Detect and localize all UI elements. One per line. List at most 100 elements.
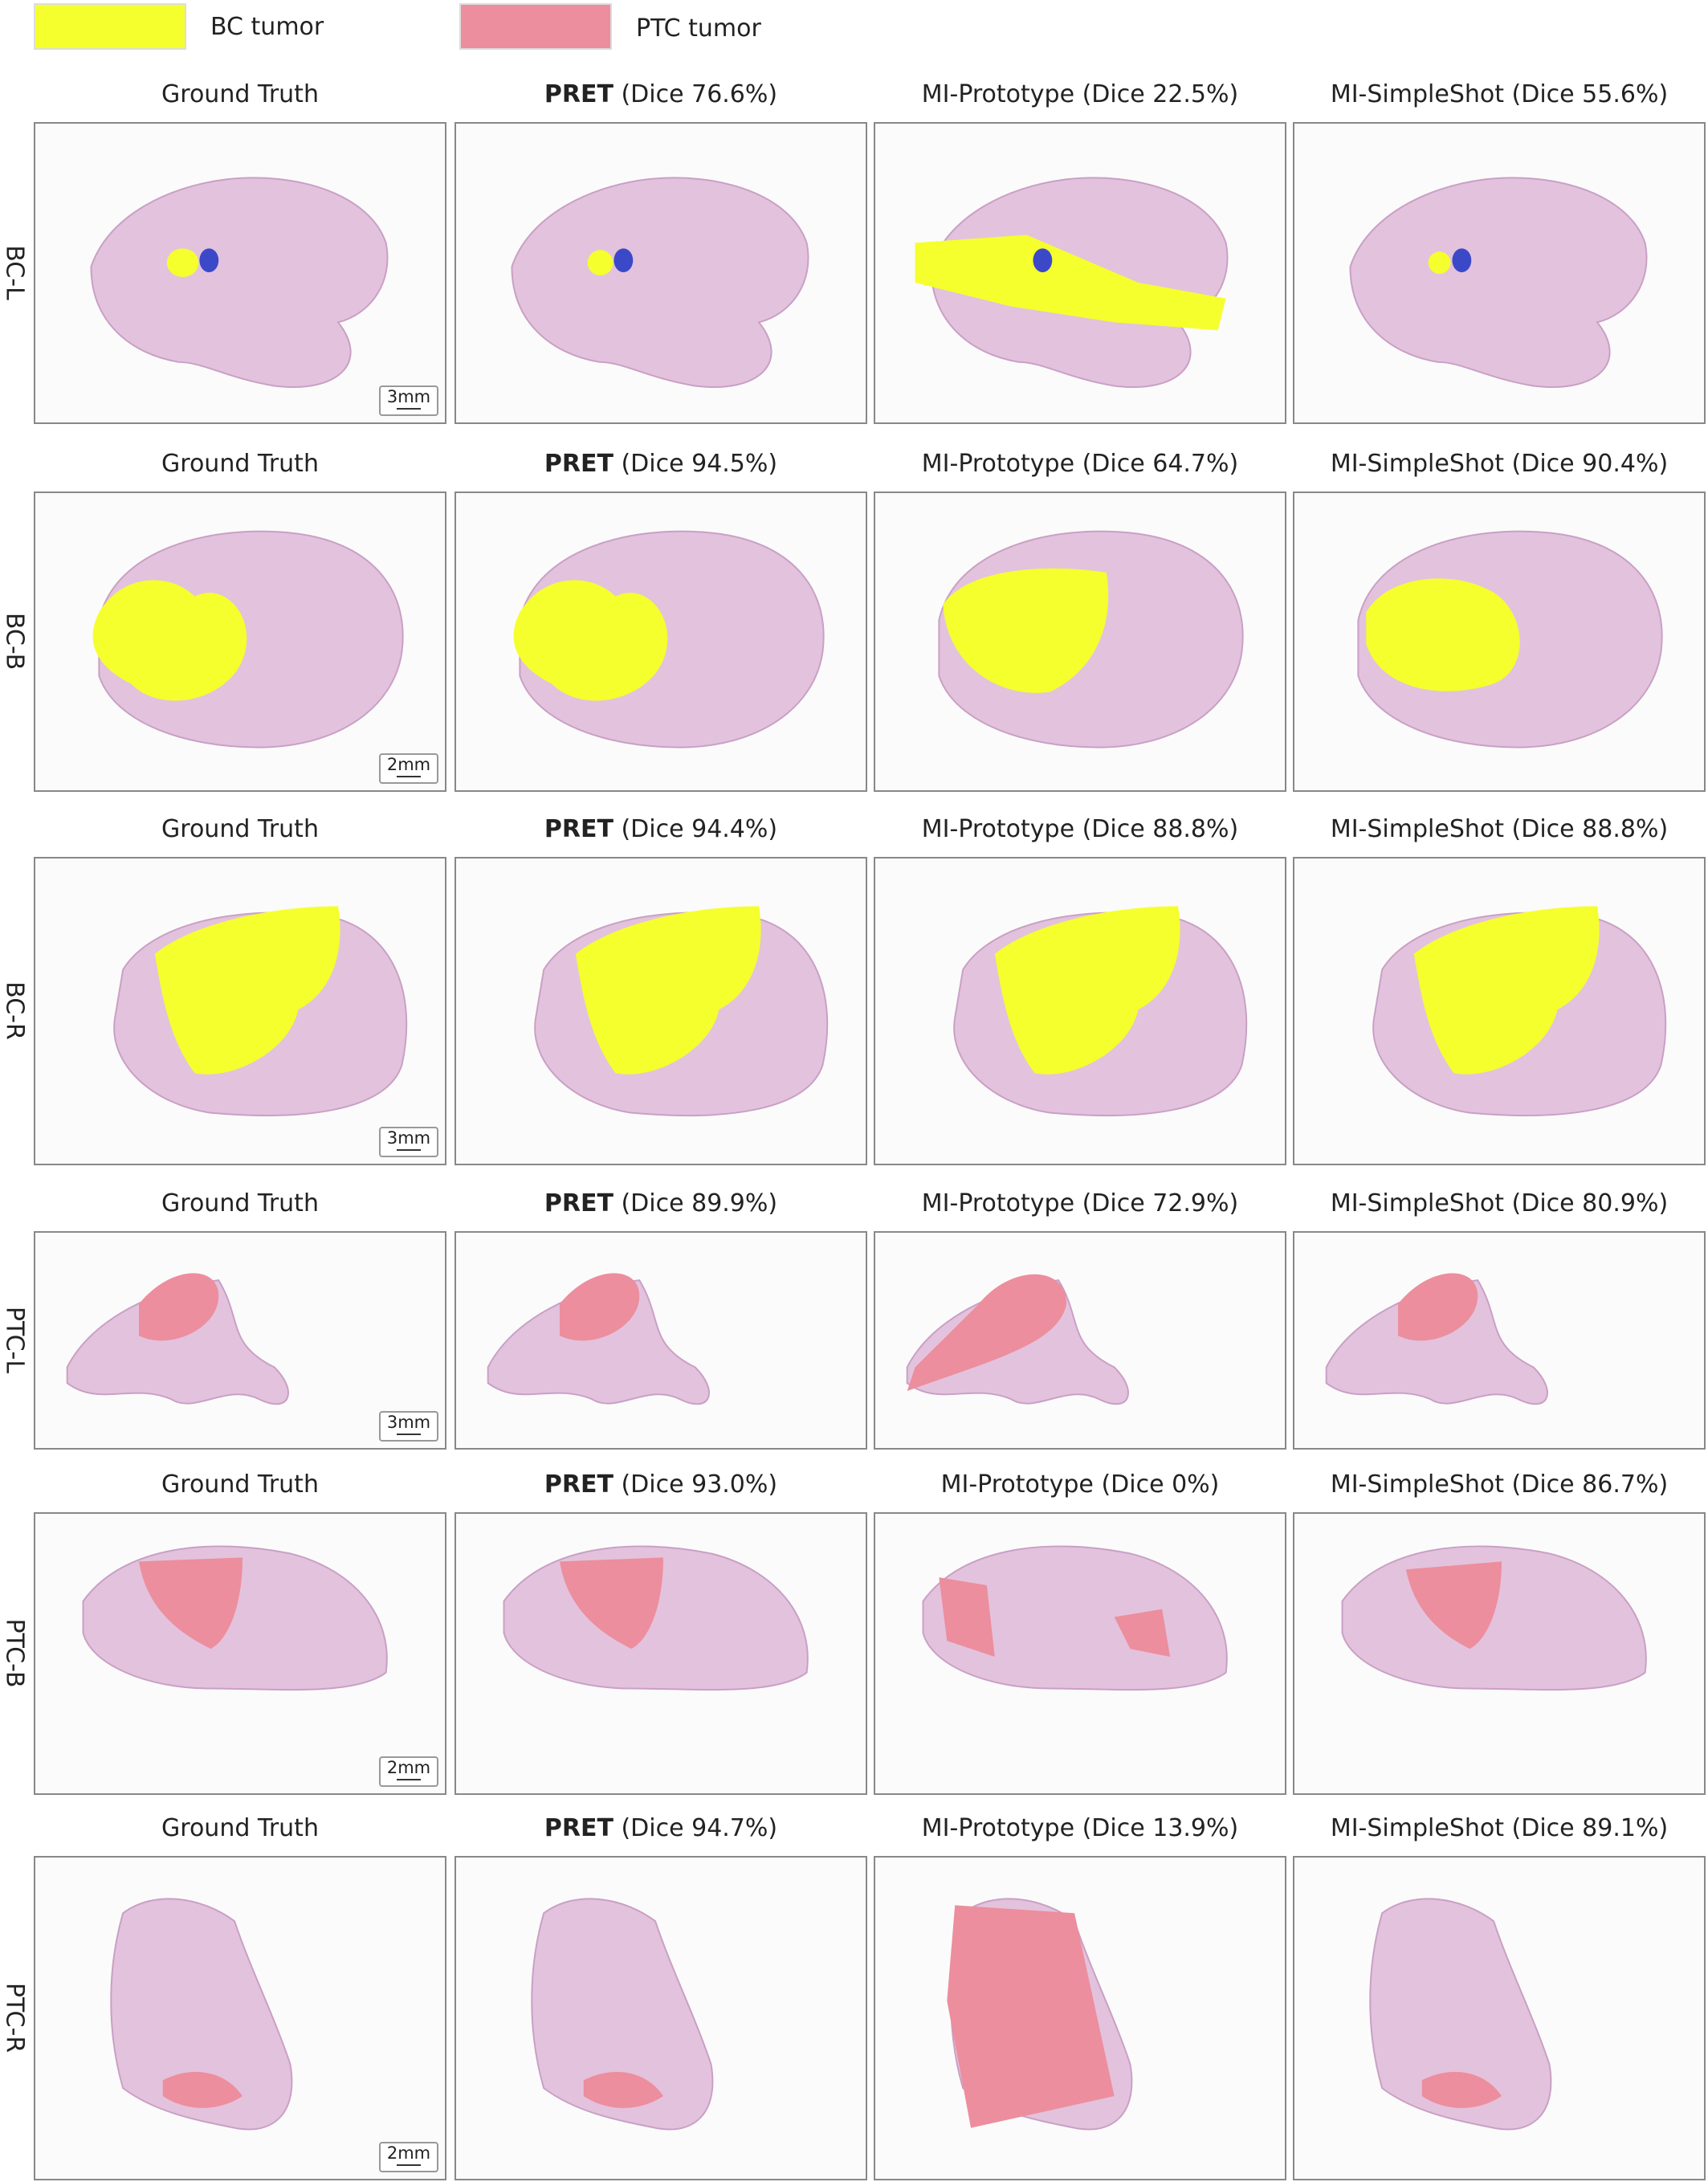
tissue-section <box>922 1545 1228 1691</box>
tumor-mask <box>138 1273 219 1341</box>
row-label: BC-L <box>0 245 29 300</box>
slide-image <box>938 530 1244 748</box>
scale-bar-label: 2mm <box>386 1758 431 1777</box>
method-name: PRET <box>544 1470 613 1499</box>
tumor-mask <box>583 2071 663 2108</box>
scale-bar-label: 3mm <box>386 1128 431 1148</box>
tissue-section <box>110 1898 293 2131</box>
tumor-mask <box>587 250 613 275</box>
panel-caption: MI-Prototype (Dice 13.9%) <box>874 1814 1286 1843</box>
tumor-mask <box>939 1577 1171 1657</box>
tumor-mask <box>138 1557 243 1650</box>
dice-score: (Dice 64.7%) <box>1074 450 1239 478</box>
slide-image <box>110 1898 293 2131</box>
dice-score: (Dice 89.1%) <box>1504 1814 1669 1842</box>
dice-score: (Dice 13.9%) <box>1074 1814 1239 1842</box>
dice-score: (Dice 76.6%) <box>613 80 778 108</box>
dice-score: (Dice 22.5%) <box>1074 80 1239 108</box>
method-name: Ground Truth <box>161 1189 319 1217</box>
segmentation-panel: 2mm <box>34 1856 446 2180</box>
panel-caption: MI-SimpleShot (Dice 55.6%) <box>1293 80 1706 109</box>
panel-caption: MI-SimpleShot (Dice 86.7%) <box>1293 1470 1706 1499</box>
segmentation-panel <box>1293 1512 1706 1795</box>
segmentation-panel: 2mm <box>34 491 446 792</box>
scale-bar-line <box>397 776 421 777</box>
row-label: BC-R <box>0 981 29 1040</box>
scale-bar-line <box>397 1149 421 1151</box>
slide-image <box>534 906 829 1116</box>
row-label: PTC-B <box>0 1618 29 1688</box>
panel-caption: MI-Prototype (Dice 72.9%) <box>874 1189 1286 1218</box>
segmentation-panel <box>874 1231 1286 1450</box>
panel-caption: MI-SimpleShot (Dice 90.4%) <box>1293 450 1706 479</box>
dice-score: (Dice 88.8%) <box>1504 815 1669 843</box>
segmentation-panel <box>455 1231 867 1450</box>
benign-region <box>1033 248 1053 273</box>
scale-bar: 3mm <box>379 1127 438 1157</box>
scale-bar: 2mm <box>379 2142 438 2172</box>
legend-swatch-bc <box>34 3 186 50</box>
segmentation-panel <box>455 1856 867 2180</box>
panel-caption: PRET (Dice 93.0%) <box>455 1470 867 1499</box>
slide-image <box>1325 1273 1548 1405</box>
scale-bar-label: 3mm <box>386 387 431 406</box>
row-label: PTC-R <box>0 1982 29 2054</box>
panel-caption: MI-SimpleShot (Dice 88.8%) <box>1293 815 1706 844</box>
slide-image <box>113 906 408 1116</box>
segmentation-panel: 3mm <box>34 857 446 1165</box>
slide-image <box>922 1545 1228 1691</box>
segmentation-panel <box>874 1512 1286 1795</box>
method-name: Ground Truth <box>161 815 319 843</box>
tumor-mask <box>1421 2071 1502 2108</box>
slide-image <box>513 530 825 748</box>
method-name: PRET <box>544 80 613 108</box>
tumor-mask <box>947 1905 1115 2128</box>
scale-bar: 3mm <box>379 385 438 416</box>
tumor-mask <box>994 906 1180 1075</box>
slide-image <box>511 177 809 388</box>
tumor-mask <box>1405 1561 1502 1650</box>
tumor-mask <box>166 248 199 277</box>
segmentation-panel <box>1293 491 1706 792</box>
tissue-section <box>531 1898 714 2131</box>
segmentation-panel <box>455 857 867 1165</box>
method-name: Ground Truth <box>161 80 319 108</box>
panel-caption: MI-Prototype (Dice 88.8%) <box>874 815 1286 844</box>
scale-bar-label: 3mm <box>386 1413 431 1432</box>
method-name: MI-Prototype <box>921 1189 1075 1217</box>
method-name: MI-Prototype <box>921 815 1075 843</box>
method-name: MI-SimpleShot <box>1330 1470 1504 1499</box>
tissue-section <box>1349 177 1648 388</box>
panel-caption: PRET (Dice 94.5%) <box>455 450 867 479</box>
method-name: PRET <box>544 1814 613 1842</box>
tumor-mask <box>154 906 340 1075</box>
tissue-section <box>1369 1898 1552 2131</box>
tumor-mask <box>1413 906 1600 1075</box>
scale-bar-line <box>397 1779 421 1780</box>
panel-caption: PRET (Dice 76.6%) <box>455 80 867 109</box>
method-name: PRET <box>544 450 613 478</box>
panel-caption: Ground Truth <box>34 1814 446 1843</box>
scale-bar-line <box>397 2164 421 2166</box>
segmentation-panel <box>874 491 1286 792</box>
scale-bar: 2mm <box>379 1756 438 1787</box>
scale-bar-line <box>397 1434 421 1435</box>
tumor-mask <box>162 2071 243 2108</box>
method-name: MI-SimpleShot <box>1330 80 1504 108</box>
slide-image <box>1341 1545 1647 1691</box>
panel-caption: MI-SimpleShot (Dice 80.9%) <box>1293 1189 1706 1218</box>
panel-caption: PRET (Dice 94.7%) <box>455 1814 867 1843</box>
method-name: MI-SimpleShot <box>1330 1189 1504 1217</box>
scale-bar: 3mm <box>379 1411 438 1442</box>
legend-label-ptc: PTC tumor <box>636 14 761 43</box>
dice-score: (Dice 88.8%) <box>1074 815 1239 843</box>
panel-caption: MI-Prototype (Dice 0%) <box>874 1470 1286 1499</box>
segmentation-panel <box>1293 1231 1706 1450</box>
method-name: MI-Prototype <box>940 1470 1094 1499</box>
slide-image <box>531 1898 714 2131</box>
tumor-mask <box>575 906 761 1075</box>
tumor-mask <box>559 1273 640 1341</box>
segmentation-panel: 2mm <box>34 1512 446 1795</box>
dice-score: (Dice 93.0%) <box>613 1470 778 1499</box>
segmentation-panel <box>455 1512 867 1795</box>
